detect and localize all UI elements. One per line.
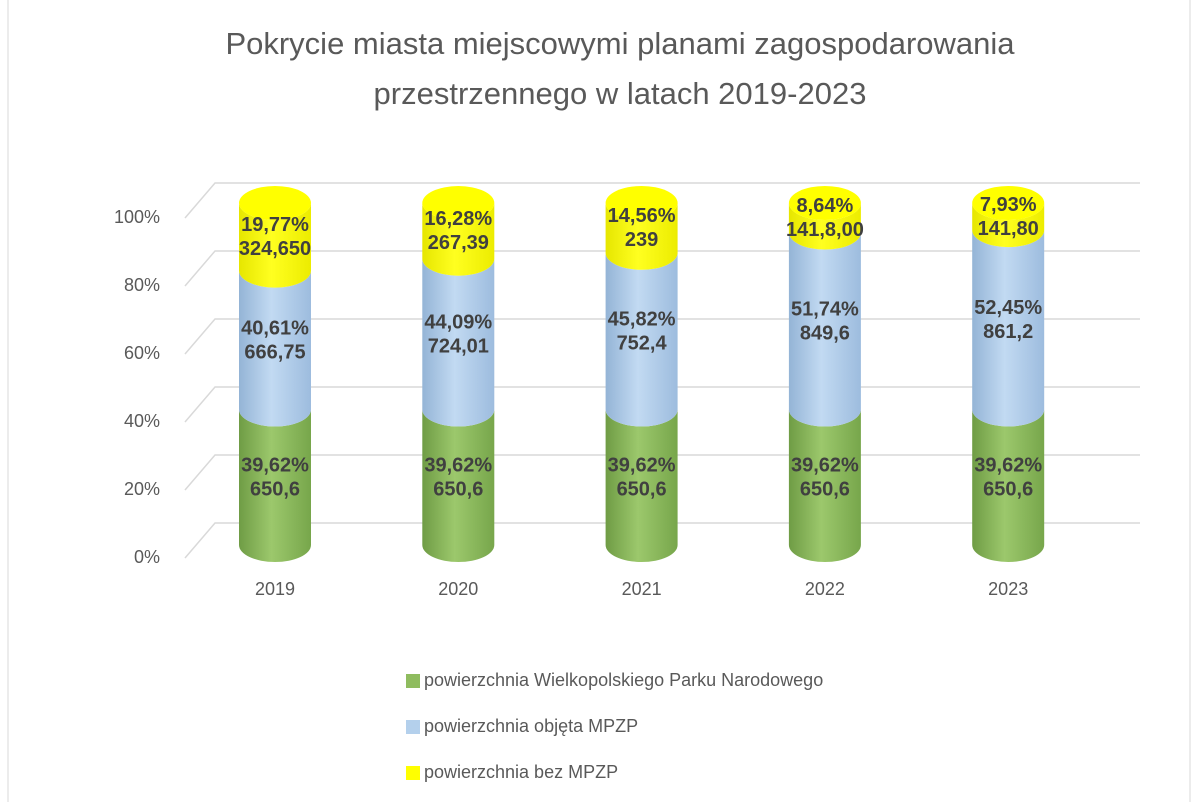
cylinder-top (972, 186, 1045, 220)
data-label: 7,93% (980, 194, 1037, 216)
legend-label: powierzchnia bez MPZP (424, 762, 618, 782)
cylinder-top (605, 186, 678, 220)
cylinder-top (788, 186, 861, 220)
cylinder-top (422, 186, 495, 221)
data-label: 45,82% (608, 308, 676, 330)
data-label: 52,45% (974, 297, 1042, 319)
x-tick-label: 2023 (988, 579, 1028, 599)
data-label: 239 (625, 229, 658, 251)
data-label: 650,6 (983, 479, 1033, 501)
legend-swatch (406, 766, 420, 780)
cylinder-segment (422, 409, 495, 562)
cylinder-segment (422, 203, 495, 276)
chart-border (7, 0, 1191, 802)
data-label: 752,4 (617, 332, 668, 354)
cylinder-segment (605, 409, 678, 562)
data-label: 39,62% (424, 455, 492, 477)
data-label: 16,28% (424, 208, 492, 230)
data-label: 44,09% (424, 311, 492, 333)
cylinder-segment (972, 230, 1045, 427)
cylinder-segment (972, 203, 1045, 248)
data-label: 724,01 (428, 335, 489, 357)
x-tick-label: 2021 (622, 579, 662, 599)
data-label: 141,8,00 (786, 219, 864, 241)
chart-title: Pokrycie miasta miejscowymi planami zago… (225, 26, 1015, 61)
legend-swatch (406, 720, 420, 734)
cylinder-segment (605, 252, 678, 427)
cylinder-segment (422, 258, 495, 427)
legend-label: powierzchnia objęta MPZP (424, 716, 638, 736)
data-label: 8,64% (797, 195, 854, 217)
legend-swatch (406, 674, 420, 688)
cylinder-segment (788, 232, 861, 427)
y-tick-label: 0% (134, 547, 160, 567)
cylinder-segment (239, 203, 311, 288)
data-label: 51,74% (791, 298, 859, 320)
x-tick-label: 2020 (438, 579, 478, 599)
data-label: 267,39 (428, 232, 489, 254)
data-label: 861,2 (983, 321, 1033, 343)
data-label: 40,61% (241, 317, 309, 339)
data-label: 650,6 (250, 479, 300, 501)
data-label: 19,77% (241, 214, 309, 236)
cylinder-segment (788, 203, 861, 250)
legend-label: powierzchnia Wielkopolskiego Parku Narod… (424, 670, 823, 690)
y-tick-label: 20% (124, 479, 160, 499)
data-label: 39,62% (791, 455, 859, 477)
data-label: 650,6 (800, 479, 850, 501)
data-label: 849,6 (800, 322, 850, 344)
cylinder-segment (239, 409, 311, 562)
data-label: 39,62% (241, 455, 309, 477)
y-tick-label: 60% (124, 343, 160, 363)
data-label: 324,650 (239, 238, 311, 260)
data-label: 650,6 (433, 479, 483, 501)
data-label: 141,80 (978, 218, 1039, 240)
cylinder-top (239, 186, 311, 220)
grid-line (184, 182, 1140, 219)
cylinder-segment (239, 270, 311, 427)
chart-title: przestrzennego w latach 2019-2023 (374, 76, 867, 111)
data-label: 14,56% (608, 205, 676, 227)
cylinder-segment (605, 203, 678, 270)
data-label: 650,6 (617, 479, 667, 501)
x-tick-label: 2022 (805, 579, 845, 599)
data-label: 666,75 (244, 341, 305, 363)
x-tick-label: 2019 (255, 579, 295, 599)
cylinder-segment (972, 409, 1045, 562)
y-tick-label: 100% (114, 207, 160, 227)
data-label: 39,62% (974, 455, 1042, 477)
y-tick-label: 80% (124, 275, 160, 295)
y-tick-label: 40% (124, 411, 160, 431)
cylinder-segment (788, 409, 861, 562)
data-label: 39,62% (608, 455, 676, 477)
